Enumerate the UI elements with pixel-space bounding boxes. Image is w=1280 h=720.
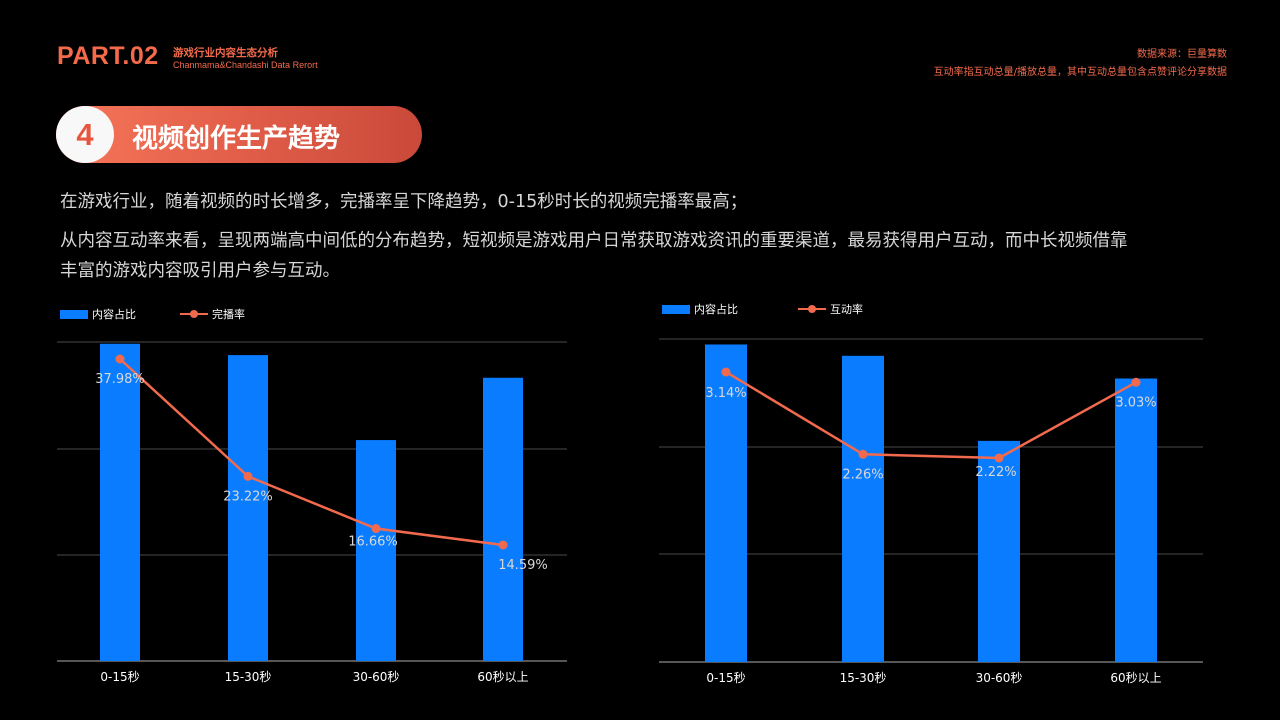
legend-label: 完播率 bbox=[212, 308, 245, 321]
legend-line-swatch bbox=[798, 305, 826, 313]
legend-label: 内容占比 bbox=[694, 303, 738, 316]
chart2-line-point bbox=[721, 367, 731, 377]
section-title: 视频创作生产趋势 bbox=[132, 124, 341, 154]
chart1-x-tick-label: 0-15秒 bbox=[100, 670, 139, 684]
chart2-line-point bbox=[994, 453, 1004, 463]
chart2-x-tick-label: 30-60秒 bbox=[976, 671, 1023, 685]
chart1-legend-line: 完播率 bbox=[180, 306, 245, 322]
chart1-data-label: 14.59% bbox=[498, 558, 548, 573]
chart2-x-tick-label: 60秒以上 bbox=[1110, 671, 1161, 685]
chart2-bar bbox=[978, 440, 1020, 662]
data-source: 数据来源：巨量算数 bbox=[1137, 49, 1227, 60]
legend-label: 互动率 bbox=[830, 303, 863, 316]
chart2-legend-line: 互动率 bbox=[798, 301, 863, 317]
legend-bar-swatch bbox=[60, 309, 88, 319]
legend-bar-swatch bbox=[662, 304, 690, 314]
definition-note: 互动率指互动总量/播放总量，其中互动总量包含点赞评论分享数据 bbox=[933, 67, 1227, 78]
chart1-line-series bbox=[119, 358, 504, 547]
chart1-bar bbox=[356, 440, 396, 661]
chart2-x-tick-label: 0-15秒 bbox=[706, 671, 745, 685]
chart2-data-label: 3.14% bbox=[705, 386, 746, 401]
chart2-x-tick-label: 15-30秒 bbox=[840, 671, 887, 685]
chart2-bar bbox=[705, 344, 747, 662]
chart1-data-label: 16.66% bbox=[348, 535, 398, 550]
chart2-line-point bbox=[1131, 377, 1141, 387]
chart2-bar bbox=[842, 355, 884, 662]
chart1-line-point bbox=[498, 540, 508, 550]
chart2-bar bbox=[1115, 378, 1157, 662]
part-subtitle-en: Chanmama&Chandashi Data Rerort bbox=[173, 60, 318, 70]
chart1-x-tick-label: 15-30秒 bbox=[225, 670, 272, 684]
chart2-line-point bbox=[858, 449, 868, 459]
chart1-bar bbox=[483, 377, 523, 661]
chart1-line-point bbox=[243, 471, 253, 481]
chart1-bar bbox=[228, 355, 268, 661]
part-title: PART.02 bbox=[57, 42, 159, 70]
chart1-line-point bbox=[115, 354, 125, 364]
part-subtitle: 游戏行业内容生态分析 bbox=[173, 47, 278, 59]
chart2-line-series bbox=[725, 370, 1137, 460]
chart1-legend-bar: 内容占比 bbox=[60, 306, 136, 322]
chart2-data-label: 2.26% bbox=[842, 467, 883, 482]
legend-label: 内容占比 bbox=[92, 308, 136, 321]
chart1-bar bbox=[100, 343, 140, 661]
chart1-line-point bbox=[371, 524, 381, 534]
chart1-x-tick-label: 30-60秒 bbox=[353, 670, 400, 684]
chart1-data-label: 23.22% bbox=[223, 489, 273, 504]
paragraph-3: 丰富的游戏内容吸引用户参与互动。 bbox=[60, 261, 340, 281]
chart1-x-tick-label: 60秒以上 bbox=[477, 670, 528, 684]
chart1-data-label: 37.98% bbox=[95, 372, 145, 387]
chart2-data-label: 3.03% bbox=[1115, 395, 1156, 410]
paragraph-1: 在游戏行业，随着视频的时长增多，完播率呈下降趋势，0-15秒时长的视频完播率最高… bbox=[60, 192, 748, 212]
section-number: 4 bbox=[56, 106, 114, 163]
chart2-data-label: 2.22% bbox=[975, 465, 1016, 480]
section-banner: 4 视频创作生产趋势 bbox=[56, 106, 422, 163]
legend-line-swatch bbox=[180, 310, 208, 318]
paragraph-2: 从内容互动率来看，呈现两端高中间低的分布趋势，短视频是游戏用户日常获取游戏资讯的… bbox=[60, 231, 1128, 251]
chart2-legend-bar: 内容占比 bbox=[662, 301, 738, 317]
